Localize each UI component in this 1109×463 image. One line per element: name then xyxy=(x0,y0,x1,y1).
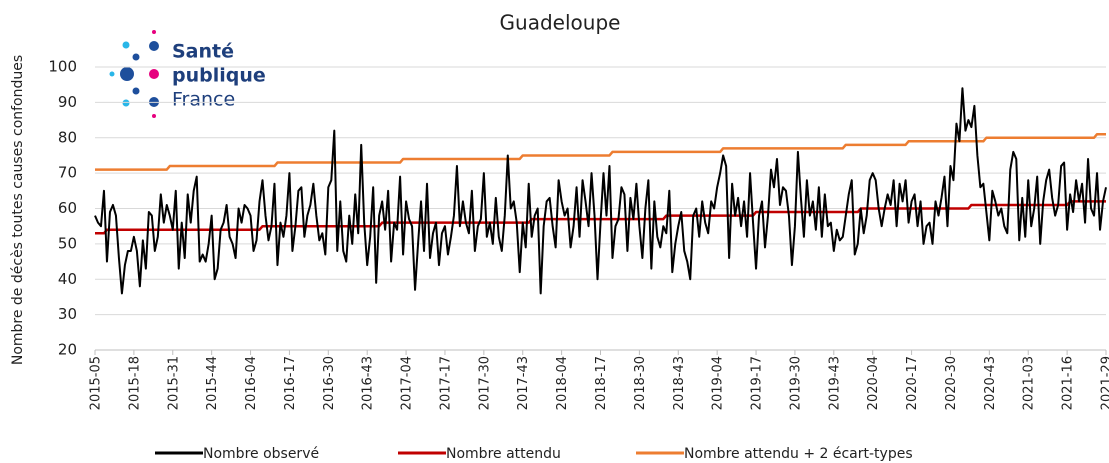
x-tick-label: 2016-30 xyxy=(322,356,337,410)
y-tick-label: 30 xyxy=(58,305,77,323)
x-tick-label: 2018-30 xyxy=(633,356,648,410)
x-tick-label: 2017-30 xyxy=(477,356,492,410)
x-tick-label: 2016-17 xyxy=(283,356,298,410)
x-tick-label: 2016-04 xyxy=(244,356,259,410)
x-tick-label: 2021-03 xyxy=(1022,356,1037,410)
x-tick-label: 2016-43 xyxy=(361,356,376,410)
logo-text: publique xyxy=(172,65,266,87)
y-axis-label: Nombre de décès toutes causes confondues xyxy=(10,55,26,365)
series-line xyxy=(95,132,1106,171)
logo-text: France xyxy=(172,89,235,111)
x-tick-label: 2021-16 xyxy=(1061,356,1076,410)
x-tick-label: 2017-43 xyxy=(516,356,531,410)
y-tick-label: 80 xyxy=(58,128,77,146)
x-tick-label: 2018-04 xyxy=(555,356,570,410)
x-tick-label: 2015-18 xyxy=(127,356,142,410)
x-tick-label: 2020-30 xyxy=(944,356,959,410)
y-tick-label: 60 xyxy=(58,199,77,217)
logo-text: Santé xyxy=(172,41,234,63)
x-tick-label: 2015-44 xyxy=(205,356,220,410)
series-line xyxy=(94,87,1107,295)
x-tick-label: 2017-04 xyxy=(400,356,415,410)
x-tick-label: 2019-04 xyxy=(711,356,726,410)
y-tick-label: 20 xyxy=(58,341,77,359)
legend-label: Nombre observé xyxy=(203,446,319,462)
logo: Santé publique France xyxy=(109,30,266,118)
x-tick-label: 2021-29 xyxy=(1100,356,1109,410)
x-tick-label: 2020-04 xyxy=(866,356,881,410)
x-tick-label: 2017-17 xyxy=(438,356,453,410)
x-tick-label: 2019-30 xyxy=(788,356,803,410)
legend-label: Nombre attendu + 2 écart-types xyxy=(684,446,913,462)
y-tick-label: 40 xyxy=(58,270,77,288)
y-tick-label: 100 xyxy=(48,58,77,76)
x-tick-label: 2015-05 xyxy=(89,356,104,410)
x-tick-label: 2019-17 xyxy=(750,356,765,410)
x-tick-label: 2019-43 xyxy=(827,356,842,410)
y-tick-label: 90 xyxy=(58,93,77,111)
x-tick-label: 2020-43 xyxy=(983,356,998,410)
x-tick-label: 2018-43 xyxy=(672,356,687,410)
y-tick-label: 70 xyxy=(58,164,77,182)
x-tick-label: 2020-17 xyxy=(905,356,920,410)
y-tick-label: 50 xyxy=(58,234,77,252)
x-tick-label: 2015-31 xyxy=(166,356,181,410)
chart-title: Guadeloupe xyxy=(500,11,621,35)
x-tick-label: 2018-17 xyxy=(594,356,609,410)
legend-label: Nombre attendu xyxy=(446,446,561,462)
